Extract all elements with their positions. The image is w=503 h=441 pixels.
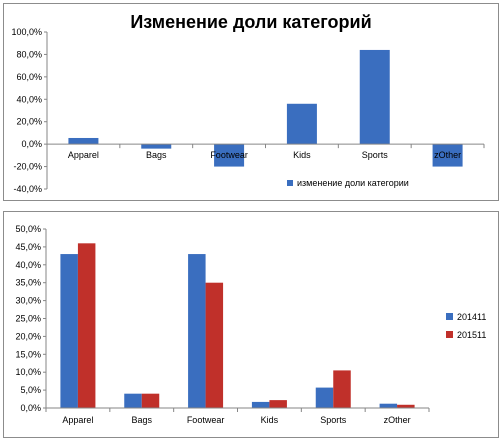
chart-2-svg: 50,0% 45,0% 40,0% 35,0% 30,0% 25,0% 20,0% 15,0%…	[15, 224, 486, 425]
y-tick-label: 100,0%	[11, 27, 42, 37]
chart-1-title: Изменение доли категорий	[130, 12, 371, 32]
bar	[269, 400, 287, 408]
y-tick-label: 5,0%	[20, 385, 41, 395]
bar	[141, 144, 172, 149]
legend-label: 201411	[457, 312, 486, 322]
y-tick-label: 35,0%	[15, 278, 41, 288]
bar	[397, 404, 415, 408]
chart-1-svg: Изменение доли категорий 100,0% 80,0% 60,0…	[11, 12, 485, 194]
bar	[205, 282, 224, 408]
category-label: Sports	[362, 150, 389, 160]
category-label: Kids	[293, 150, 311, 160]
category-label: zOther	[384, 415, 411, 425]
category-label: Kids	[261, 415, 279, 425]
legend-label: 201511	[457, 330, 486, 340]
y-tick-label: 15,0%	[15, 349, 41, 359]
legend-label: изменение доли категории	[297, 178, 409, 188]
y-tick-label: 0,0%	[20, 403, 41, 413]
y-tick-label: 80,0%	[16, 49, 42, 59]
bar	[315, 387, 334, 408]
bar	[286, 103, 317, 145]
bar	[379, 403, 398, 408]
legend-swatch	[446, 331, 453, 338]
category-label: Sports	[320, 415, 347, 425]
y-tick-label: -40,0%	[13, 184, 42, 194]
y-tick-label: 45,0%	[15, 242, 41, 252]
y-tick-label: 40,0%	[16, 94, 42, 104]
chart-1-panel: Изменение доли категорий 100,0% 80,0% 60,0…	[3, 3, 499, 201]
bar	[251, 401, 270, 408]
bar	[68, 137, 99, 145]
bar	[124, 393, 142, 408]
category-label: Bags	[146, 150, 167, 160]
bar	[214, 144, 245, 167]
y-tick-label: 0,0%	[21, 139, 42, 149]
y-tick-label: 20,0%	[15, 331, 41, 341]
category-label: Apparel	[62, 415, 93, 425]
y-tick-label: 40,0%	[15, 260, 41, 270]
y-tick-label: 30,0%	[15, 296, 41, 306]
category-label: Apparel	[68, 150, 99, 160]
y-tick-label: 60,0%	[16, 72, 42, 82]
bar	[77, 243, 96, 408]
y-tick-label: 50,0%	[15, 224, 41, 234]
bar	[60, 254, 78, 408]
bar	[188, 254, 206, 408]
category-label: zOther	[434, 150, 461, 160]
legend-swatch	[287, 180, 293, 186]
chart-2-panel: 50,0% 45,0% 40,0% 35,0% 30,0% 25,0% 20,0% 15,0%…	[3, 211, 499, 438]
category-label: Footwear	[187, 415, 225, 425]
bar	[359, 49, 390, 145]
legend-swatch	[446, 313, 453, 320]
y-tick-label: -20,0%	[13, 162, 42, 172]
y-tick-label: 20,0%	[16, 117, 42, 127]
y-tick-label: 10,0%	[15, 367, 41, 377]
category-label: Bags	[131, 415, 152, 425]
y-tick-label: 25,0%	[15, 314, 41, 324]
bar	[432, 144, 463, 167]
category-label: Footwear	[210, 150, 248, 160]
bar	[333, 370, 351, 408]
bar	[141, 393, 160, 408]
